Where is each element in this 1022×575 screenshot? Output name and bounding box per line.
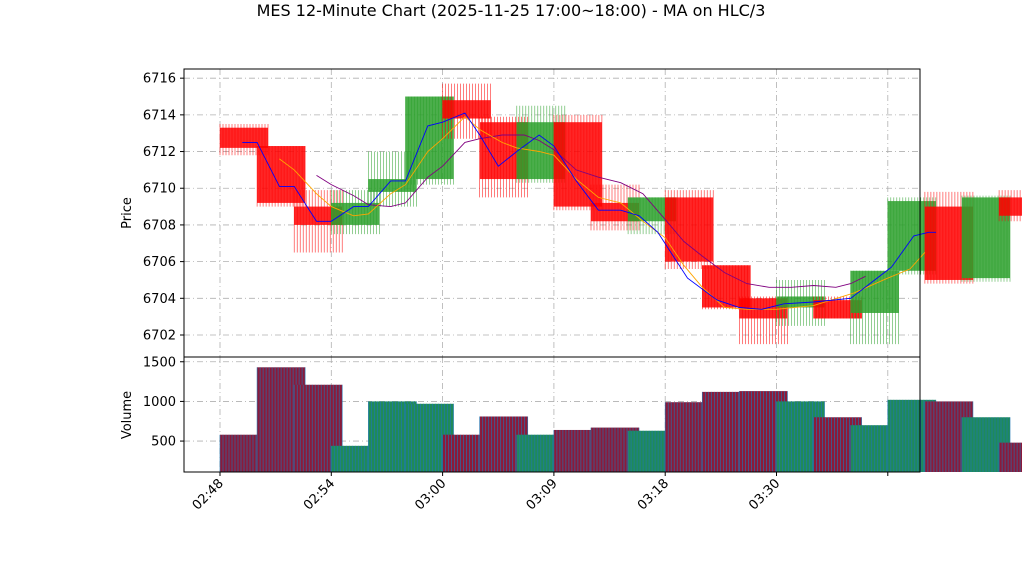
price-moving-averages: [242, 112, 936, 310]
price-tick-label: 6712: [143, 145, 176, 160]
candle-body: [776, 296, 825, 308]
price-panel: 6702 6704 6706 6708 6710 6712 6714 6716 Price: [120, 68, 1022, 358]
volume-axes-frame: [183, 356, 921, 473]
candle-down: [256, 146, 306, 207]
price-tick-label: 6714: [143, 108, 176, 123]
price-tick-label: 6710: [143, 182, 176, 197]
candle-body: [999, 197, 1022, 216]
price-tick-label: 6716: [143, 72, 176, 87]
ma-mid-line: [279, 116, 926, 310]
price-y-ticks: 6702 6704 6706 6708 6710 6712 6714 6716: [143, 72, 184, 343]
candle-body: [368, 179, 417, 192]
ma-slow-line: [316, 134, 866, 288]
candle-down: [664, 190, 714, 269]
volume-bar: [998, 442, 1022, 472]
volume-tick-label: 1500: [143, 355, 176, 370]
price-tick-label: 6706: [143, 255, 176, 270]
candle-body: [220, 127, 268, 148]
volume-tick-label: 1000: [143, 395, 176, 410]
price-tick-label: 6702: [143, 328, 176, 343]
price-y-label: Price: [120, 197, 135, 229]
price-tick-label: 6708: [143, 218, 176, 233]
candle-body: [665, 197, 714, 262]
candle-down: [998, 190, 1022, 222]
candle-body: [628, 197, 677, 222]
candle-body: [850, 270, 899, 313]
candle-body: [813, 300, 862, 319]
candle-body: [739, 298, 788, 319]
volume-tick-label: 500: [151, 435, 176, 450]
volume-bars: [219, 367, 1022, 472]
volume-panel: 500 1000 1500 Volume: [120, 355, 1022, 473]
ma-fast-line: [242, 112, 936, 310]
volume-y-ticks: 500 1000 1500: [143, 355, 184, 450]
candle-down: [590, 184, 640, 231]
volume-bar: [293, 384, 343, 472]
chart-title: MES 12-Minute Chart (2025-11-25 17:00~18…: [257, 1, 766, 20]
candle-body: [294, 206, 343, 225]
volume-bar-fill: [999, 442, 1022, 472]
volume-y-label: Volume: [120, 391, 135, 439]
candle-up: [330, 190, 380, 235]
price-tick-label: 6704: [143, 292, 176, 307]
candle-body: [331, 202, 380, 225]
price-candles: [219, 83, 1022, 345]
candle-body: [442, 100, 491, 119]
candle-body: [591, 202, 639, 222]
candle-down: [813, 296, 862, 319]
